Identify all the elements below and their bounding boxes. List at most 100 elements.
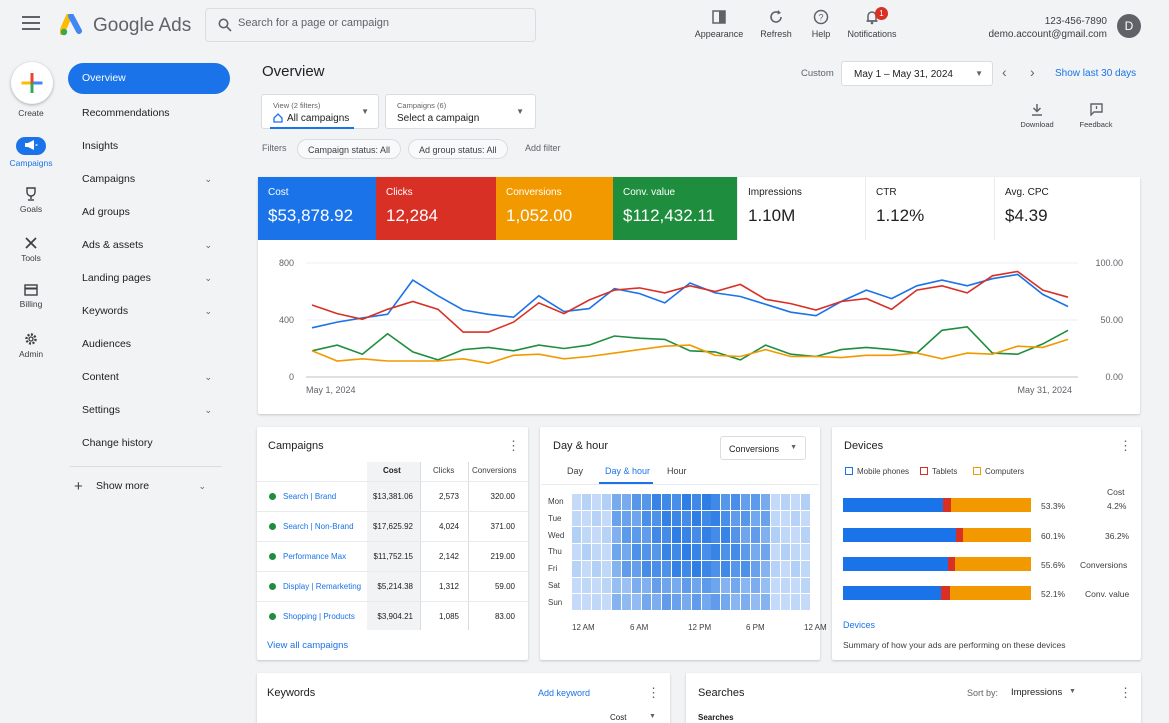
heatmap-cell [651,594,661,610]
table-row[interactable]: Performance Max $11,752.15 2,142 219.00 [257,541,528,571]
campaign-name-link[interactable]: Search | Non-Brand [283,522,354,531]
device-row-metric: Cost [1107,487,1125,497]
sidebar-item-change-history[interactable]: Change history [68,428,230,459]
campaign-status-filter-chip[interactable]: Campaign status: All [297,139,402,159]
heatmap-cell [751,560,761,577]
device-bar[interactable] [843,498,1031,512]
table-row[interactable]: Search | Non-Brand $17,625.92 4,024 371.00 [257,511,528,541]
create-button[interactable] [11,62,53,104]
add-filter-button[interactable]: Add filter [525,143,561,153]
cost-column-header[interactable]: Cost [383,466,401,475]
sidebar-item-overview[interactable]: Overview [68,63,230,94]
sort-by-label: Sort by: [967,688,999,698]
clicks-column-header[interactable]: Clicks [433,466,455,475]
heatmap-cell [661,594,671,610]
sidebar-item-insights[interactable]: Insights [68,131,230,162]
devices-card-title: Devices [844,440,884,452]
metric-tile-avg-cpc[interactable]: Avg. CPC $4.39 [994,177,1140,240]
feedback-button[interactable]: Feedback [1069,103,1123,129]
tab-day-and-hour[interactable]: Day & hour [605,466,651,476]
rail-item-goals[interactable]: Goals [4,187,58,214]
y-left-tick-label: 800 [279,258,294,268]
more-options-icon[interactable]: ⋮ [647,685,660,700]
previous-period-icon[interactable]: ‹ [1002,64,1007,80]
help-label: Help [811,29,831,39]
metric-tile-conversions[interactable]: Conversions 1,052.00 [496,177,613,240]
day-hour-metric-select[interactable]: Conversions ▼ [720,436,806,460]
sidebar-item-ad-groups[interactable]: Ad groups [68,197,230,228]
show-last-30-days-link[interactable]: Show last 30 days [1055,68,1137,79]
campaign-name-link[interactable]: Display | Remarketing [283,582,362,591]
metric-tile-conv-value[interactable]: Conv. value $112,432.11 [613,177,737,240]
sidebar-item-content[interactable]: Content ⌄ [68,362,230,393]
searches-column-header[interactable]: Searches [698,713,734,722]
date-range-select[interactable]: May 1 – May 31, 2024 ▼ [841,61,993,86]
device-bar-segment-mobile [843,586,941,600]
tab-hour[interactable]: Hour [667,466,687,476]
heatmap-cell [651,560,661,577]
tab-day[interactable]: Day [567,466,584,476]
campaign-clicks: 4,024 [438,522,459,531]
menu-icon[interactable] [22,16,40,30]
heatmap-cell [601,577,611,594]
status-dot [269,553,276,560]
heatmap-cell [691,577,701,594]
devices-link[interactable]: Devices [843,620,876,630]
more-options-icon[interactable]: ⋮ [1119,438,1132,453]
device-bar[interactable] [843,528,1031,542]
notifications-button[interactable]: 1 Notifications [837,7,907,39]
rail-item-campaigns[interactable]: Campaigns [4,137,58,168]
sidebar-item-settings[interactable]: Settings ⌄ [68,395,230,426]
sort-by-select[interactable]: Impressions [1011,687,1063,698]
rail-item-admin[interactable]: Admin [4,332,58,359]
more-options-icon[interactable]: ⋮ [1119,685,1132,700]
heatmap-cell [781,494,791,510]
table-row[interactable]: Shopping | Products $3,904.21 1,085 83.00 [257,601,528,631]
view-all-campaigns-link[interactable]: View all campaigns [267,640,349,651]
heatmap-cell [661,544,671,560]
device-bar[interactable] [843,557,1031,571]
sidebar-item-campaigns[interactable]: Campaigns ⌄ [68,164,230,195]
sidebar-item-audiences[interactable]: Audiences [68,329,230,360]
sidebar-item-ads-assets[interactable]: Ads & assets ⌄ [68,230,230,261]
more-options-icon[interactable]: ⋮ [507,438,520,453]
help-button[interactable]: ? Help [786,9,856,39]
metric-tile-cost[interactable]: Cost $53,878.92 [258,177,376,240]
campaign-select[interactable]: Campaigns (6) Select a campaign ▼ [385,94,536,129]
sidebar-item-keywords[interactable]: Keywords ⌄ [68,296,230,327]
conversions-column-header[interactable]: Conversions [472,466,517,475]
cost-column-header[interactable]: Cost [610,713,627,722]
refresh-button[interactable]: Refresh [741,9,811,39]
search-input[interactable] [238,17,528,29]
view-filter-select[interactable]: View (2 filters) All campaigns ▼ [261,94,379,129]
heatmap-cell [701,510,711,527]
sidebar-item-landing-pages[interactable]: Landing pages ⌄ [68,263,230,294]
ad-group-status-filter-chip[interactable]: Ad group status: All [408,139,508,159]
device-mobile-share: 52.1% [1041,589,1066,599]
download-button[interactable]: Download [1010,103,1064,129]
next-period-icon[interactable]: › [1030,64,1035,80]
chevron-down-icon: ⌄ [204,174,212,184]
appearance-button[interactable]: Appearance [684,9,754,39]
heatmap-day-label: Tue [548,513,562,523]
campaign-name-link[interactable]: Shopping | Products [283,612,355,621]
avatar[interactable]: D [1117,14,1141,38]
rail-item-tools[interactable]: Tools [4,236,58,263]
rail-item-billing[interactable]: Billing [4,284,58,309]
sidebar-item-recommendations[interactable]: Recommendations [68,98,230,129]
table-row[interactable]: Search | Brand $13,381.06 2,573 320.00 [257,481,528,511]
heatmap-cell [611,594,621,610]
campaign-name-link[interactable]: Performance Max [283,552,347,561]
metric-tile-ctr[interactable]: CTR 1.12% [865,177,994,240]
metric-tile-clicks[interactable]: Clicks 12,284 [376,177,496,240]
show-more-button[interactable]: + Show more ⌄ [68,471,230,502]
metric-tile-impressions[interactable]: Impressions 1.10M [737,177,865,240]
table-row[interactable]: Display | Remarketing $5,214.38 1,312 59.00 [257,571,528,601]
search-box[interactable] [205,8,536,42]
account-info[interactable]: 123-456-7890 demo.account@gmail.com [988,15,1107,41]
add-keyword-button[interactable]: Add keyword [538,688,591,698]
heatmap-cell [741,577,751,594]
heatmap-cell [801,544,810,560]
campaign-name-link[interactable]: Search | Brand [283,492,337,501]
device-bar[interactable] [843,586,1031,600]
